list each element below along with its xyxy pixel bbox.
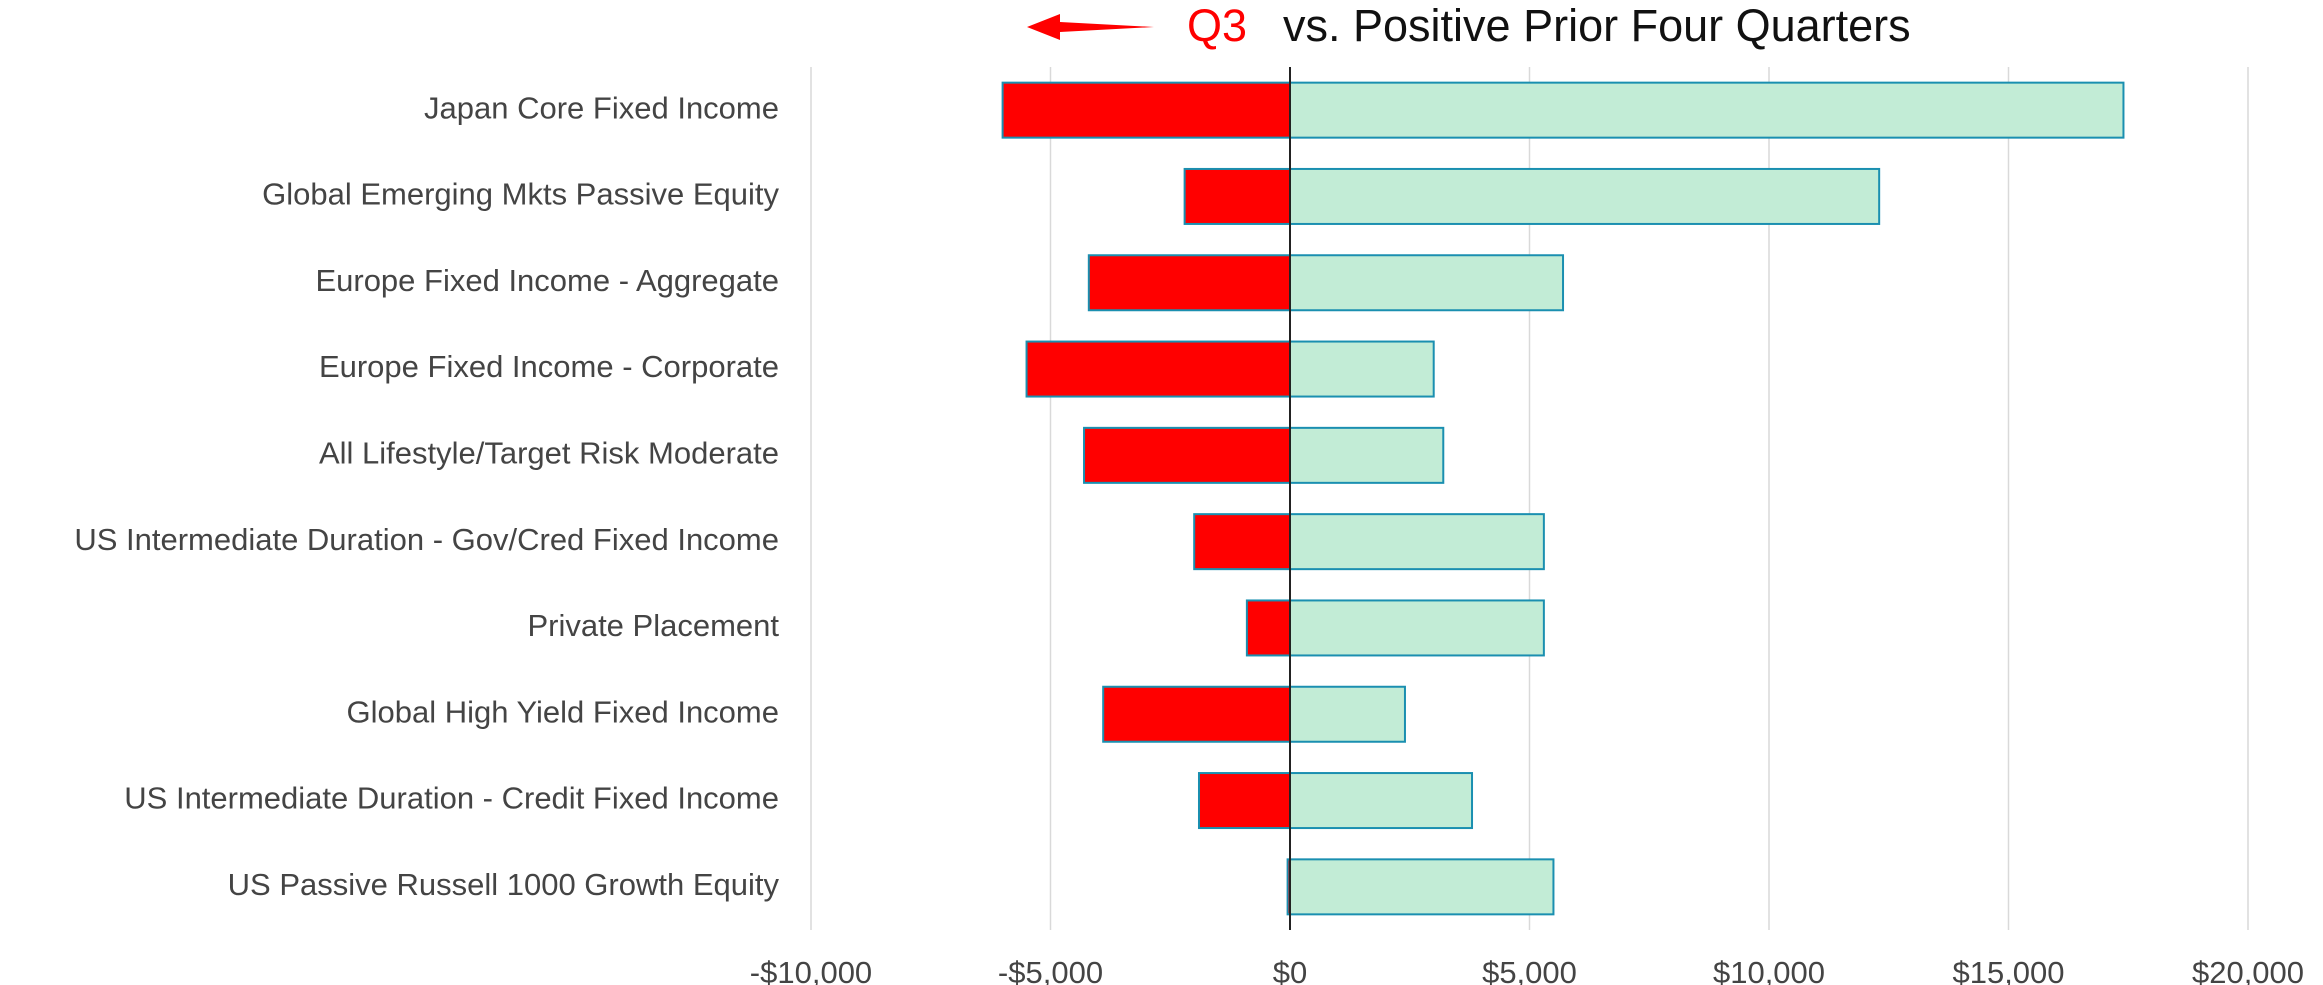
bar [1289,685,1406,743]
bar [1087,254,1291,312]
bar [1102,685,1291,743]
y-tick-label: Private Placement [527,608,779,643]
x-tick-label: $20,000 [2192,955,2304,985]
arrow [1027,14,1154,40]
bar [1183,167,1291,225]
bar [1197,772,1291,830]
bar [1289,167,1881,225]
x-tick-label: $0 [1273,955,1307,985]
bar [1245,599,1292,657]
y-tick-label: Europe Fixed Income - Corporate [319,349,779,384]
bar [1289,513,1545,571]
bar [1289,772,1474,830]
y-tick-label: All Lifestyle/Target Risk Moderate [319,436,779,471]
x-tick-label: $5,000 [1482,955,1577,985]
chart-title: vs. Positive Prior Four Quarters [1283,0,1911,51]
bar [1289,426,1445,484]
y-tick-label: US Intermediate Duration - Credit Fixed … [124,781,779,816]
bar [1289,254,1565,312]
bar [1193,513,1291,571]
y-tick-label: Global High Yield Fixed Income [346,694,779,729]
legend-label: Q3 [1187,0,1247,51]
bar [1289,858,1555,916]
bar [1025,340,1292,398]
y-tick-label: Global Emerging Mkts Passive Equity [262,177,779,212]
y-tick-label: US Passive Russell 1000 Growth Equity [228,867,780,902]
bar [1083,426,1292,484]
x-tick-label: -$10,000 [750,955,872,985]
y-tick-label: US Intermediate Duration - Gov/Cred Fixe… [74,522,779,557]
x-tick-label: $10,000 [1713,955,1825,985]
y-tick-label: Europe Fixed Income - Aggregate [315,263,779,298]
bar [1289,340,1435,398]
x-tick-label: -$5,000 [998,955,1103,985]
bar [1001,81,1291,139]
y-tick-label: Japan Core Fixed Income [424,90,779,125]
x-tick-label: $15,000 [1952,955,2064,985]
bar [1289,599,1545,657]
bar [1289,81,2125,139]
